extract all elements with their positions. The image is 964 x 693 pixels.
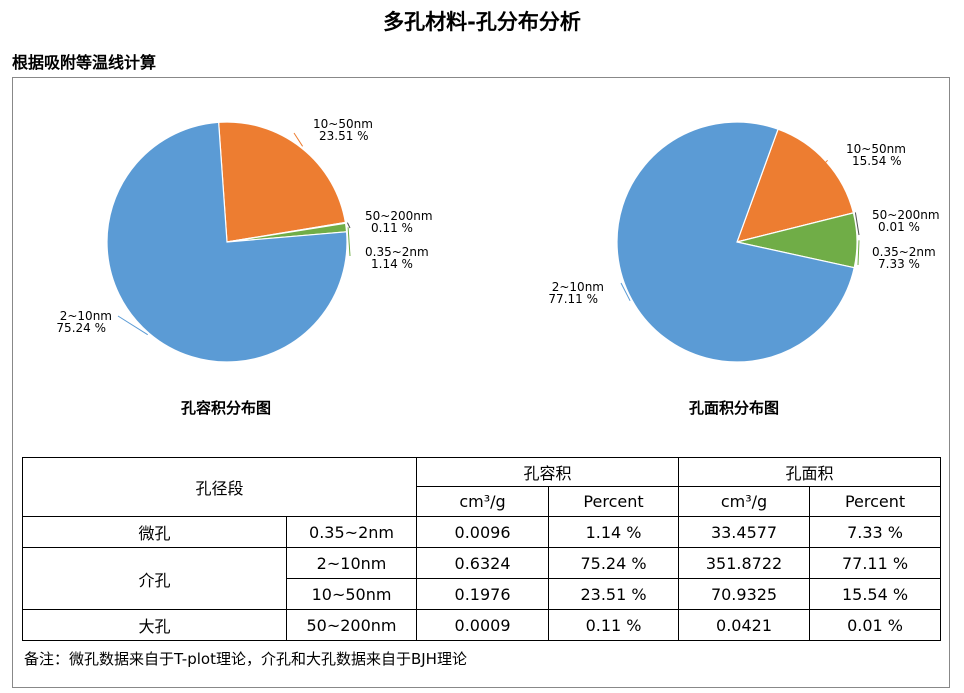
leader-line xyxy=(293,132,304,147)
cell-area: 351.8722 xyxy=(678,547,811,579)
slice-label: 2~10nm xyxy=(552,280,604,294)
cell-volume: 0.6324 xyxy=(416,547,550,579)
leader-line xyxy=(347,227,351,257)
slice-percent: 0.01 % xyxy=(878,220,920,234)
slice-label: 10~50nm xyxy=(846,142,906,156)
chart-panel xyxy=(12,77,950,688)
table-row: 10~50nm 0.1976 23.51 % 70.9325 15.54 % xyxy=(23,578,942,610)
header-area-percent: Percent xyxy=(809,486,942,517)
slice-percent: 23.51 % xyxy=(319,129,369,143)
table-row: 介孔 2~10nm 0.6324 75.24 % 351.8722 77.11 … xyxy=(22,547,942,610)
header-area: 孔面积 xyxy=(678,457,942,487)
cell-volume: 0.0009 xyxy=(416,609,550,641)
slice-label: 0.35~2nm xyxy=(365,245,429,259)
cell-volume-percent: 23.51 % xyxy=(548,578,680,610)
leader-line xyxy=(857,240,860,266)
cell-area: 33.4577 xyxy=(678,516,811,548)
header-volume-percent: Percent xyxy=(548,486,680,517)
section-title: 根据吸附等温线计算 xyxy=(12,53,157,72)
pie-slice xyxy=(616,121,855,363)
slice-percent: 7.33 % xyxy=(878,257,920,271)
cell-area-percent: 0.01 % xyxy=(809,609,942,641)
cell-volume-percent: 1.14 % xyxy=(548,516,680,548)
header-volume-unit: cm³/g xyxy=(416,486,550,517)
cell-volume: 0.1976 xyxy=(416,578,550,610)
slice-label: 50~200nm xyxy=(872,208,940,222)
cell-range: 2~10nm xyxy=(285,547,418,579)
leader-line xyxy=(817,159,828,171)
slice-percent: 75.24 % xyxy=(56,321,106,335)
pie-slice xyxy=(106,121,348,363)
group-macro: 大孔 xyxy=(22,609,287,641)
slice-label: 50~200nm xyxy=(365,209,433,223)
volume-chart-title: 孔容积分布图 xyxy=(180,399,271,417)
area-chart-title: 孔面积分布图 xyxy=(688,399,779,417)
group-micro: 微孔 xyxy=(22,516,287,548)
slice-percent: 1.14 % xyxy=(371,257,413,271)
pore-distribution-table: 孔径段 孔容积 孔面积 cm³/g Percent cm³/g Percent … xyxy=(21,457,942,641)
header-pore-range: 孔径段 xyxy=(21,457,418,517)
cell-area-percent: 15.54 % xyxy=(809,578,942,610)
cell-area: 0.0421 xyxy=(678,609,811,641)
slice-percent: 77.11 % xyxy=(548,292,598,306)
cell-volume-percent: 0.11 % xyxy=(548,609,680,641)
table-row: 大孔 50~200nm 0.0009 0.11 % 0.0421 0.01 % xyxy=(22,609,942,641)
cell-range: 0.35~2nm xyxy=(285,516,418,548)
cell-range: 50~200nm xyxy=(285,609,418,641)
slice-label: 0.35~2nm xyxy=(872,245,936,259)
leader-line xyxy=(346,222,351,229)
leader-line xyxy=(117,315,148,336)
header-volume: 孔容积 xyxy=(416,457,680,487)
leader-line xyxy=(620,282,631,302)
cell-area-percent: 7.33 % xyxy=(809,516,942,548)
cell-volume-percent: 75.24 % xyxy=(548,547,680,579)
cell-area-percent: 77.11 % xyxy=(809,547,942,579)
group-meso: 介孔 xyxy=(22,547,287,610)
slice-label: 10~50nm xyxy=(313,117,373,131)
table-row: 微孔 0.35~2nm 0.0096 1.14 % 33.4577 7.33 % xyxy=(22,516,942,548)
slice-label: 2~10nm xyxy=(60,309,112,323)
slice-percent: 0.11 % xyxy=(371,221,413,235)
pie-slice xyxy=(217,121,347,243)
cell-volume: 0.0096 xyxy=(416,516,550,548)
cell-area: 70.9325 xyxy=(678,578,811,610)
page-title: 多孔材料-孔分布分析 xyxy=(383,10,581,34)
leader-line xyxy=(854,212,860,236)
cell-range: 10~50nm xyxy=(285,578,418,610)
header-area-unit: cm³/g xyxy=(678,486,811,517)
table-header-row: 孔径段 孔容积 孔面积 xyxy=(21,457,942,517)
footnote: 备注：微孔数据来自于T-plot理论，介孔和大孔数据来自于BJH理论 xyxy=(24,650,467,668)
slice-percent: 15.54 % xyxy=(852,154,902,168)
